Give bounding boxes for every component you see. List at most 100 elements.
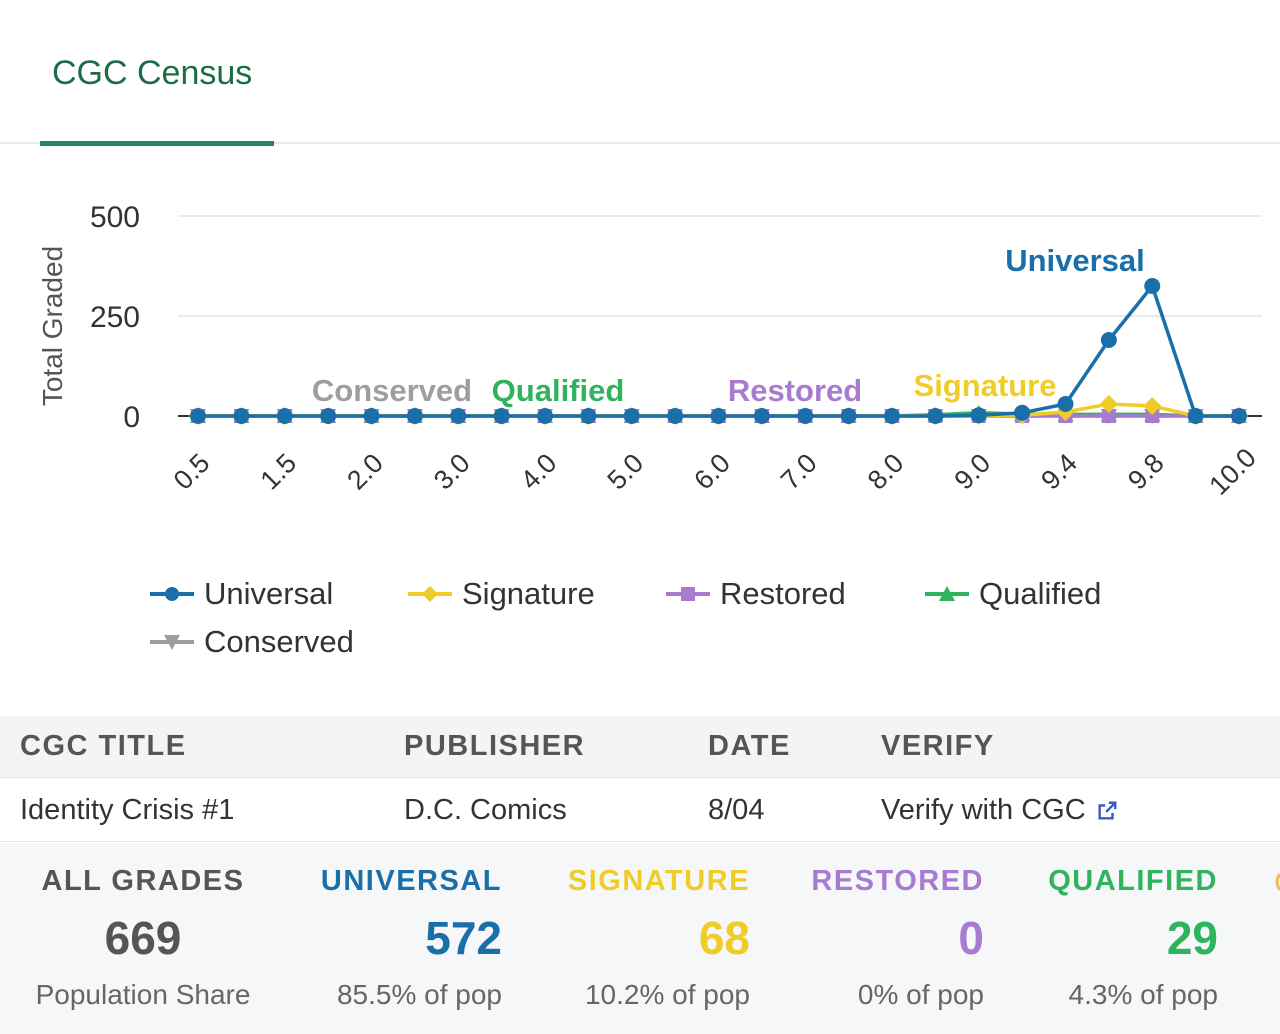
stat-sub: 10.2% of pop (584, 979, 750, 1010)
table-header: CGC TITLE PUBLISHER DATE VERIFY (0, 716, 1280, 778)
stat-universal: UNIVERSAL 572 85.5% of pop (300, 843, 502, 1034)
x-tick-label: 9.0 (949, 448, 997, 496)
point (797, 408, 814, 424)
point (970, 407, 987, 424)
stat-sub: 0% of pop (857, 979, 984, 1010)
point (450, 408, 467, 424)
x-tick-label: 5.0 (602, 448, 650, 496)
header-cgc-title: CGC TITLE (20, 730, 187, 762)
point (840, 408, 857, 424)
point (1143, 397, 1162, 415)
legend-item-universal[interactable]: Universal (150, 572, 333, 616)
x-tick-label: 3.0 (428, 448, 476, 496)
point (190, 408, 206, 424)
point (1057, 396, 1074, 412)
point (1100, 332, 1117, 348)
point (320, 408, 337, 424)
point (493, 408, 510, 424)
stat-label: RESTORED (811, 865, 984, 897)
x-tick-label: 10.0 (1203, 442, 1261, 500)
point (1187, 408, 1204, 424)
grade-stats-panel: ALL GRADES 669 Population Share UNIVERSA… (0, 843, 1280, 1034)
x-tick-label: 7.0 (775, 448, 823, 496)
stat-qualified: QUALIFIED 29 4.3% of pop (1030, 843, 1218, 1034)
legend-marker-qualified (925, 586, 969, 601)
legend-item-qualified[interactable]: Qualified (925, 572, 1101, 616)
stat-restored: RESTORED 0 0% of pop (800, 843, 984, 1034)
legend-label: Qualified (979, 576, 1102, 611)
table-row: Identity Crisis #1 D.C. Comics 8/04 Veri… (0, 778, 1280, 842)
series-annotation: Qualified (492, 373, 625, 408)
legend-item-conserved[interactable]: Conserved (150, 620, 354, 664)
point (1145, 409, 1160, 423)
legend-label: Universal (204, 576, 334, 611)
stat-sub: 85.5% of pop (336, 979, 502, 1010)
verify-with-cgc-link[interactable]: Verify with CGC (881, 794, 1118, 827)
header-publisher: PUBLISHER (404, 730, 586, 762)
series-annotation: Universal (1005, 243, 1145, 278)
point (623, 408, 640, 424)
legend-label: Signature (462, 576, 595, 611)
tab-bar: CGC Census (0, 0, 1280, 146)
point (1231, 408, 1247, 424)
tab-label: CGC Census (52, 54, 253, 92)
comic-info-table: CGC TITLE PUBLISHER DATE VERIFY Identity… (0, 716, 1280, 842)
stat-sub: Population Share (35, 979, 251, 1010)
stat-signature: SIGNATURE 68 10.2% of pop (550, 843, 750, 1034)
stat-value: 29 (1166, 912, 1218, 964)
legend-label: Conserved (204, 624, 354, 659)
point (884, 408, 900, 424)
series-annotation: Signature (914, 368, 1057, 403)
x-tick-label: 6.0 (688, 448, 736, 496)
stat-label: QUALIFIED (1048, 865, 1218, 897)
point (927, 408, 944, 424)
external-link-icon (1098, 801, 1117, 820)
header-date: DATE (708, 730, 791, 762)
x-tick-label: 4.0 (515, 448, 563, 496)
series-annotation: Conserved (312, 373, 472, 408)
point (667, 408, 684, 424)
legend-marker-universal (150, 587, 194, 601)
next-stat-edge-glyph (1275, 873, 1280, 891)
series-annotation: Restored (728, 373, 862, 408)
x-tick-label: 8.0 (862, 448, 910, 496)
x-tick-label: 1.5 (255, 448, 303, 496)
stat-sub: 4.3% of pop (1068, 979, 1218, 1010)
legend-marker-restored (666, 587, 710, 601)
point (1144, 278, 1161, 294)
comic-date: 8/04 (708, 794, 765, 826)
stat-label: SIGNATURE (567, 865, 750, 897)
legend-marker-signature (408, 586, 452, 602)
tab-cgc-census[interactable]: CGC Census (40, 0, 274, 146)
active-tab-indicator (40, 141, 274, 146)
legend-item-signature[interactable]: Signature (408, 572, 595, 616)
stat-label: ALL GRADES (41, 865, 245, 897)
verify-link-label: Verify with CGC (881, 794, 1086, 826)
census-chart: 0 250 500 Total Graded 0.5 1.5 2.0 3.0 4.0 5.0 6.0… (37, 201, 1262, 501)
comic-title: Identity Crisis #1 (20, 794, 235, 826)
x-tick-label: 9.4 (1035, 448, 1083, 496)
point (537, 408, 553, 424)
y-tick-label: 0 (123, 401, 140, 434)
legend-marker-conserved (150, 635, 194, 650)
point (406, 408, 423, 424)
stat-value: 572 (425, 912, 502, 964)
point (363, 408, 380, 424)
point (233, 408, 250, 424)
stat-value: 68 (698, 912, 750, 964)
comic-publisher: D.C. Comics (404, 794, 567, 826)
point (710, 408, 727, 424)
stat-all-grades: ALL GRADES 669 Population Share (24, 843, 262, 1034)
point (580, 408, 597, 424)
point (1014, 404, 1031, 421)
stat-value: 0 (958, 912, 984, 964)
legend-item-restored[interactable]: Restored (666, 572, 846, 616)
point (753, 408, 770, 424)
y-tick-label: 500 (90, 201, 140, 234)
stat-label: UNIVERSAL (320, 865, 502, 897)
y-tick-label: 250 (90, 301, 140, 334)
legend-label: Restored (720, 576, 846, 611)
header-verify: VERIFY (881, 730, 995, 762)
point (1099, 395, 1118, 413)
stat-value: 669 (104, 912, 182, 964)
